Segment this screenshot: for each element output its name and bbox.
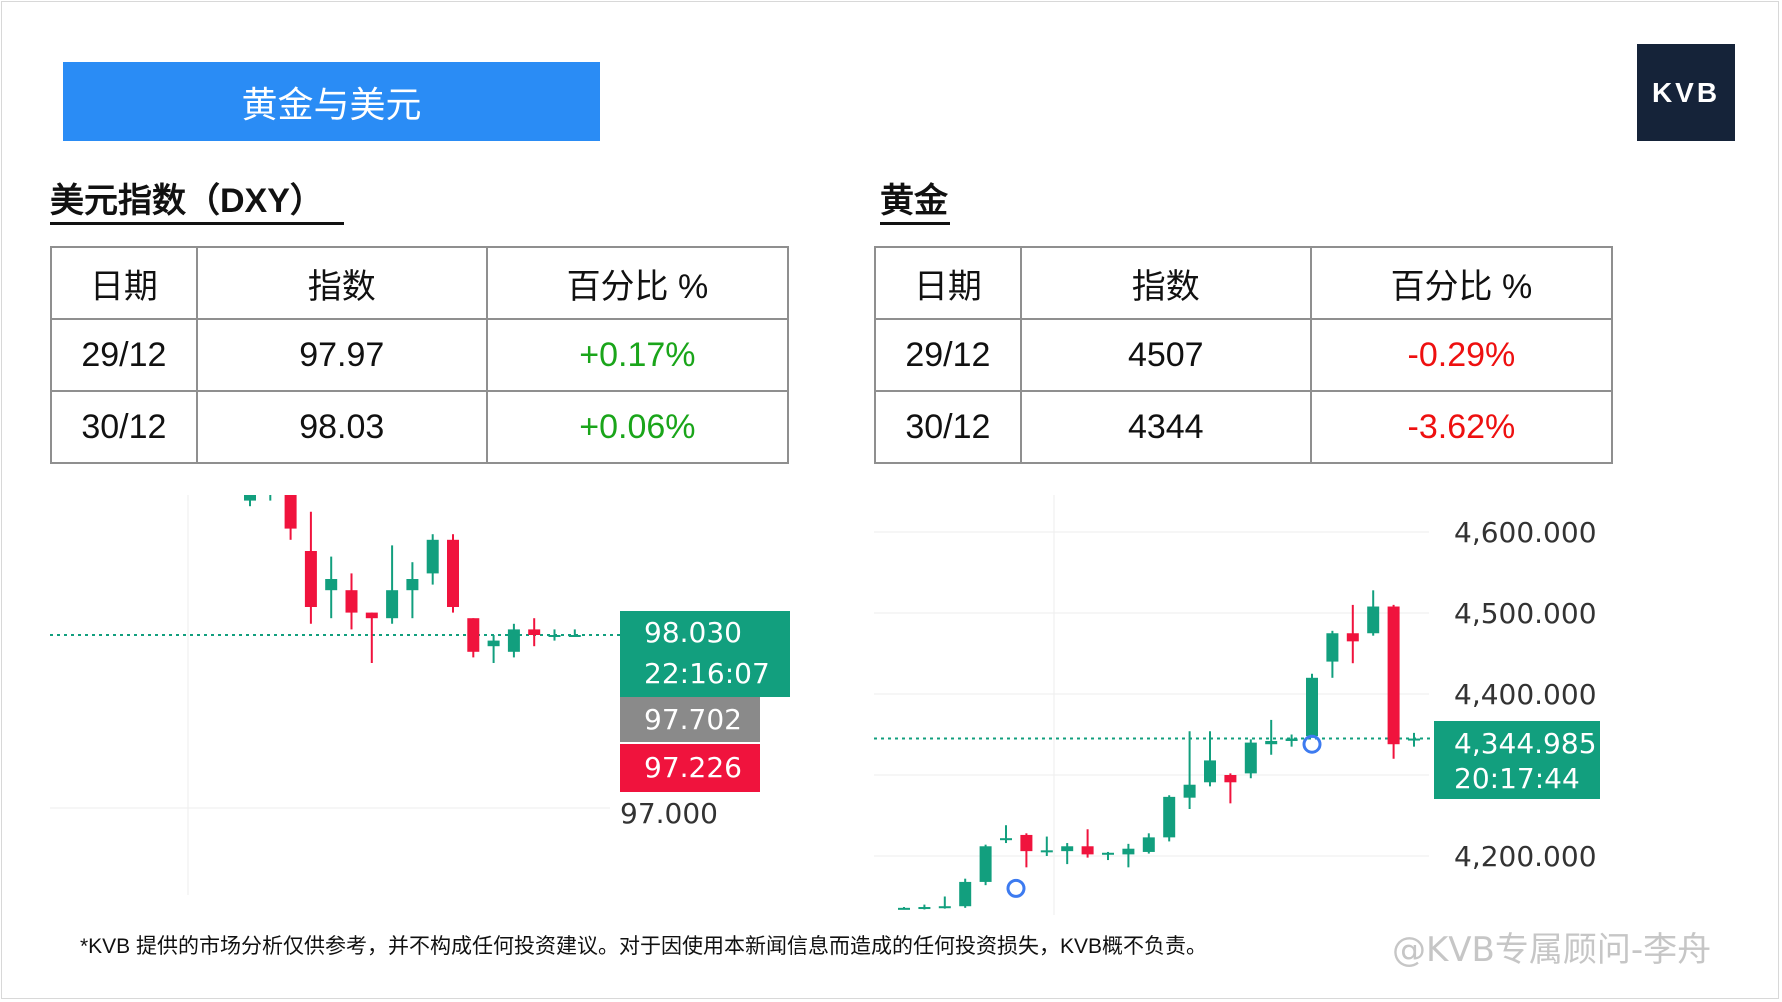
table-row: 29/12 4507 -0.29% [874,318,1614,392]
event-marker-icon [1302,734,1322,754]
header-index: 指数 [1019,246,1312,320]
price-axis-label: 4,200.000 [1454,840,1597,873]
row-date: 29/12 [50,318,198,392]
countdown-timer-label: 20:17:44 [1454,762,1580,795]
row-percent: +0.17% [485,318,790,392]
row-index: 4507 [1019,318,1312,392]
title-banner: 黄金与美元 [63,62,600,141]
price-marker-tag [620,744,760,792]
candle-body [1183,784,1196,798]
candle-body [1306,677,1318,737]
gold-candlestick-chart: 4,600.000 4,500.000 4,400.000 4,200.000 4,34… [874,495,1600,915]
header-index: 指数 [195,246,488,320]
candle-body [426,539,439,574]
candle-body [1326,633,1339,662]
candle-body [1020,834,1033,852]
candle-body [325,579,338,591]
countdown-timer-label: 22:16:07 [644,657,770,690]
disclaimer-text: *KVB 提供的市场分析仅供参考，并不构成任何投资建议。对于因使用本新闻信息而造… [80,935,1208,958]
gold-section-title: 黄金 [880,180,950,225]
header-percent: 百分比 % [1309,246,1614,320]
candle-body [959,881,972,907]
row-percent: +0.06% [485,390,790,464]
table-header-row: 日期 指数 百分比 % [874,246,1614,320]
watermark-text: @KVB专属顾问-李舟 [1392,930,1712,970]
candle-body [386,590,399,619]
candle-body [304,551,317,607]
last-price-tag [620,611,790,697]
table-row: 29/12 97.97 +0.17% [50,318,790,392]
candle-body [1204,760,1216,783]
candle-body [1000,838,1012,841]
candle-body [938,906,951,909]
row-date: 30/12 [874,390,1022,464]
candle-body [365,612,378,619]
candle-body [507,629,520,652]
header-percent: 百分比 % [485,246,790,320]
row-percent: -3.62% [1309,390,1614,464]
row-date: 29/12 [874,318,1022,392]
candle-body [1387,606,1400,745]
price-axis-label: 4,400.000 [1454,678,1597,711]
header-date: 日期 [874,246,1022,320]
row-percent: -0.29% [1309,318,1614,392]
candle-body [1244,742,1257,774]
candle-body [244,495,256,501]
table-header-row: 日期 指数 百分比 % [50,246,790,320]
candle-body [1040,850,1053,853]
candle-body [447,539,459,607]
candle-body [284,495,297,529]
last-price-label: 98.030 [644,616,742,649]
candle-body [467,618,480,652]
price-axis-label: 97.000 [620,797,718,830]
candle-body [1367,606,1380,634]
header-date: 日期 [50,246,198,320]
table-row: 30/12 4344 -3.62% [874,390,1614,464]
candle-body [1285,738,1298,741]
candle-body [1142,837,1155,852]
candle-body [528,629,541,635]
price-axis-label: 4,600.000 [1454,516,1597,549]
candle-body [1224,775,1237,783]
candle-body [1102,852,1114,855]
candle-body [979,846,992,882]
dxy-table: 日期 指数 百分比 % 29/12 97.97 +0.17% 30/12 98.… [50,246,790,464]
candle-body [1081,846,1094,855]
candle-body [345,590,358,613]
price-marker-tag [620,697,760,742]
candle-body [1061,846,1074,852]
dxy-section-title: 美元指数（DXY） [50,180,344,225]
candle-body [568,635,581,637]
dxy-candlestick-chart: 97.000 98.030 22:16:07 97.702 97.226 [50,495,790,895]
candle-body [1265,740,1278,745]
kvb-logo: KVB [1637,44,1735,141]
candle-body [1122,848,1135,855]
last-price-label: 4,344.985 [1454,727,1597,760]
candle-body [918,907,931,910]
candle-body [1163,796,1176,838]
row-index: 4344 [1019,390,1312,464]
candle-body [548,635,561,637]
candle-body [1346,633,1359,642]
event-marker-icon [1006,878,1026,898]
last-price-tag [1434,721,1600,799]
candle-body [898,907,910,910]
row-index: 98.03 [195,390,488,464]
candle-body [406,579,419,591]
price-marker-label: 97.702 [644,703,742,736]
candle-body [487,640,500,647]
price-axis-label: 4,500.000 [1454,597,1597,630]
price-marker-label: 97.226 [644,751,742,784]
table-row: 30/12 98.03 +0.06% [50,390,790,464]
gold-table: 日期 指数 百分比 % 29/12 4507 -0.29% 30/12 4344… [874,246,1614,464]
row-index: 97.97 [195,318,488,392]
row-date: 30/12 [50,390,198,464]
candle-body [1408,738,1420,741]
